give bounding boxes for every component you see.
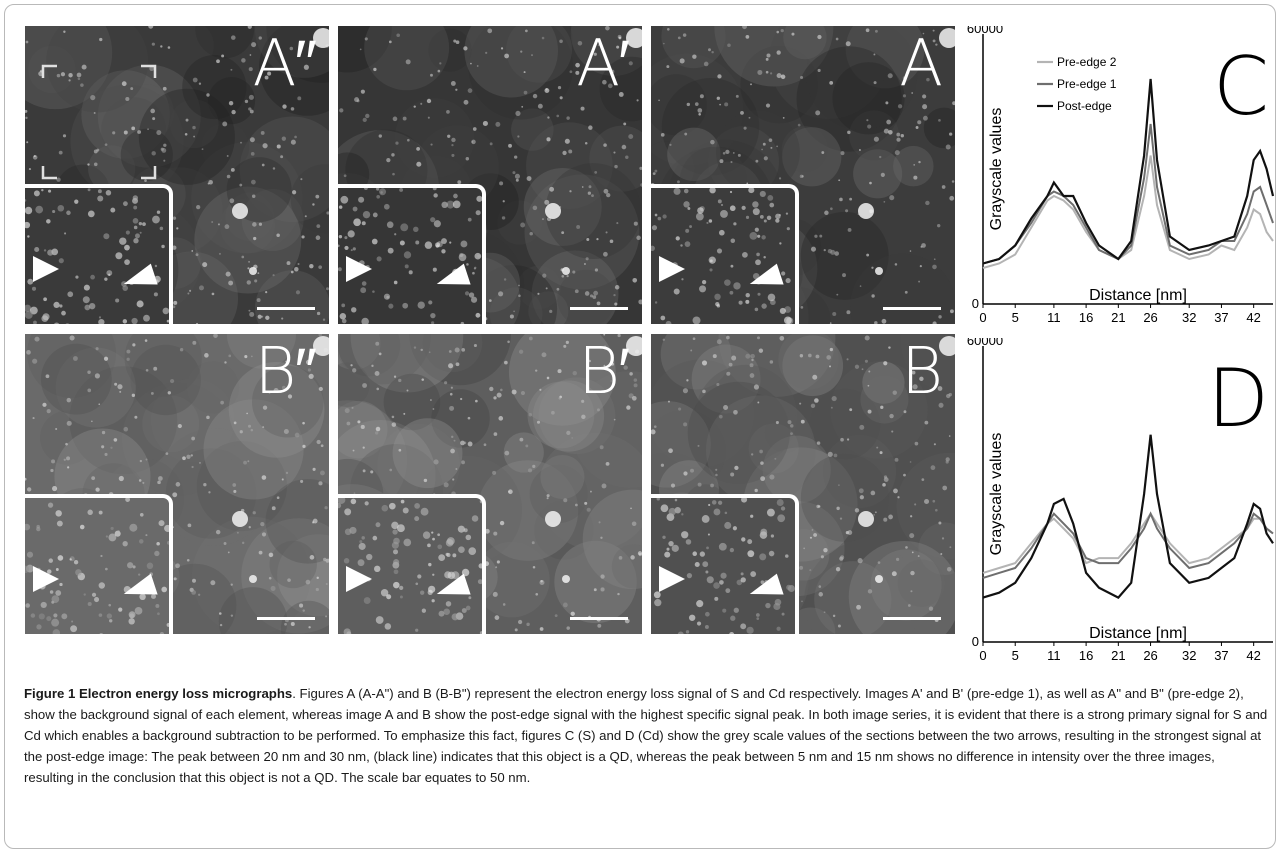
y-axis-label: Grayscale values [988,433,1005,556]
micrograph-A2: A″ [25,26,329,324]
x-tick-label: 26 [1143,648,1157,663]
scale-bar [570,307,628,310]
legend-label: Pre-edge 1 [1057,77,1117,91]
series-line-post-edge [982,434,1274,599]
selection-brackets [41,64,157,180]
legend-label: Post-edge [1057,99,1112,113]
x-axis-label: Distance [nm] [1089,625,1187,642]
caption-body: . Figures A (A-A") and B (B-B") represen… [24,686,1268,785]
x-axis-label: Distance [nm] [1089,287,1187,304]
x-tick-label: 16 [1079,648,1093,663]
inset-zoom [25,184,173,324]
caption-title: Figure 1 Electron energy loss micrograph… [24,686,293,701]
x-tick-label: 32 [1182,310,1196,325]
arrow-right-icon [659,566,685,592]
y-tick-label: 0 [972,296,979,311]
panel-label: A″ [252,27,317,101]
x-tick-label: 0 [979,648,986,663]
series-line-pre-edge-2 [982,155,1274,269]
x-tick-label: 5 [1012,648,1019,663]
inset-zoom [25,494,173,634]
x-tick-label: 11 [1047,648,1061,663]
panel-label: B″ [254,335,317,409]
micrograph-A1: A′ [338,26,642,324]
series-line-post-edge [982,78,1275,265]
panel-label: B′ [578,335,630,409]
y-axis-label: Grayscale values [988,108,1005,231]
chart-d: 0 5 11 16 21 26 32 37 42 0 60000 Distance [nm] Grays… [967,338,1274,663]
x-tick-label: 37 [1214,648,1228,663]
scale-bar [570,617,628,620]
chart-title: C [1213,40,1269,133]
x-tick-label: 42 [1246,310,1260,325]
scale-bar [883,617,941,620]
inset-zoom [338,494,486,634]
micrograph-B1: B′ [338,334,642,634]
x-tick-label: 21 [1111,310,1125,325]
y-tick-label: 60000 [967,26,1003,36]
panel-label: A′ [576,27,630,101]
x-tick-label: 37 [1214,310,1228,325]
arrow-right-icon [659,256,685,282]
inset-zoom [338,184,486,324]
x-tick-label: 16 [1079,310,1093,325]
inset-zoom [651,494,799,634]
x-tick-label: 32 [1182,648,1196,663]
x-tick-label: 21 [1111,648,1125,663]
micrograph-B2: B″ [25,334,329,634]
panel-label: A [899,27,943,101]
x-tick-label: 26 [1143,310,1157,325]
scale-bar [883,307,941,310]
scale-bar [257,617,315,620]
chart-c: 0 5 11 16 21 26 32 37 42 0 60000 Distance [nm] Grays… [967,26,1275,325]
chart-title: D [1207,352,1269,445]
scale-bar [257,307,315,310]
x-tick-label: 42 [1246,648,1260,663]
series-line-pre-edge-1 [982,123,1274,265]
inset-zoom [651,184,799,324]
arrow-right-icon [346,256,372,282]
figure-caption: Figure 1 Electron energy loss micrograph… [24,683,1268,788]
arrow-right-icon [33,256,59,282]
panel-label: B [901,335,943,409]
x-tick-label: 11 [1047,310,1061,325]
arrow-right-icon [346,566,372,592]
y-tick-label: 0 [972,634,979,649]
arrow-right-icon [33,566,59,592]
legend-label: Pre-edge 2 [1057,55,1117,69]
micrograph-B0: B [651,334,955,634]
y-tick-label: 60000 [967,338,1003,348]
micrograph-A0: A [651,26,955,324]
x-tick-label: 0 [979,310,986,325]
x-tick-label: 5 [1012,310,1019,325]
